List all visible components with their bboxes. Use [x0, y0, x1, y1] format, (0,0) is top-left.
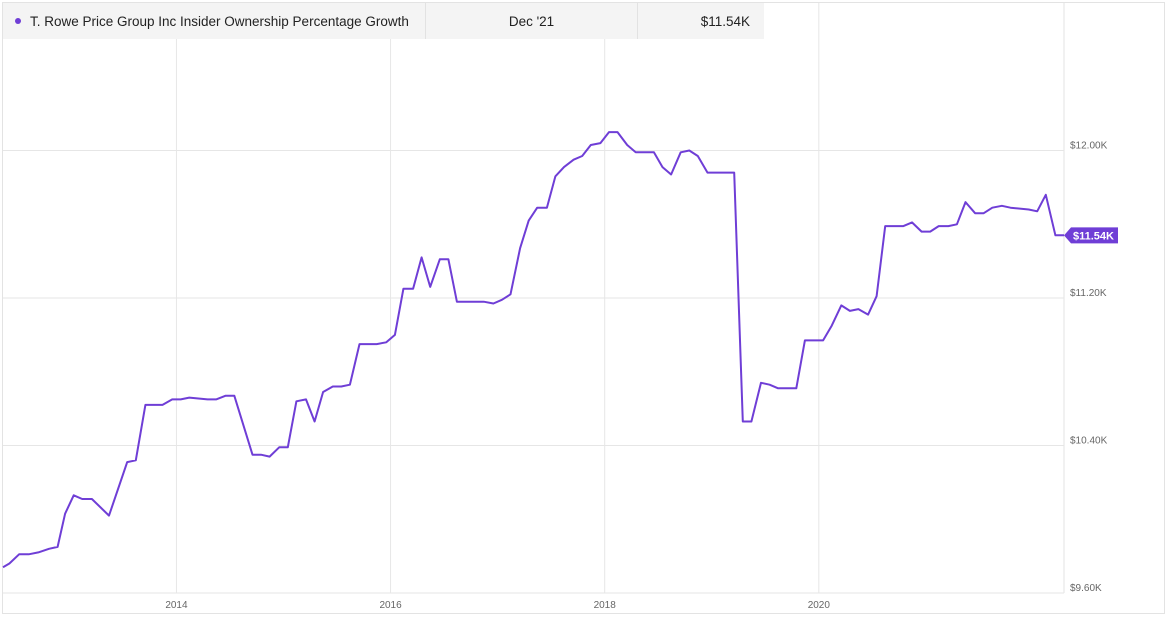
gridlines	[3, 3, 1065, 594]
last-value-badge-bg	[1064, 227, 1118, 244]
y-tick-label: $10.40K	[1070, 436, 1108, 447]
legend-series-name: T. Rowe Price Group Inc Insider Ownershi…	[29, 13, 409, 29]
series-line	[2, 131, 1064, 569]
legend-date: Dec '21	[508, 13, 555, 29]
y-tick-label: $11.20K	[1070, 288, 1107, 299]
legend-divider	[636, 3, 638, 39]
y-tick-label: $12.00K	[1070, 141, 1108, 152]
chart-legend: T. Rowe Price Group Inc Insider Ownershi…	[3, 3, 764, 39]
x-tick-label: 2016	[379, 600, 402, 611]
legend-divider	[425, 3, 427, 39]
series-group	[2, 131, 1064, 569]
x-tick-label: 2014	[165, 600, 188, 611]
last-value-badge: $11.54K	[1064, 227, 1118, 244]
x-tick-label: 2020	[808, 600, 831, 611]
y-tick-label: $9.60K	[1070, 583, 1102, 594]
y-axis-ticks: $9.60K $10.40K $11.20K $12.00K	[1070, 141, 1108, 595]
last-value-label: $11.54K	[1073, 230, 1114, 242]
legend-value: $11.54K	[700, 13, 751, 29]
x-axis-ticks: 2014 2016 2018 2020	[165, 600, 830, 611]
series-dot-icon	[15, 18, 21, 24]
x-tick-label: 2018	[594, 600, 617, 611]
